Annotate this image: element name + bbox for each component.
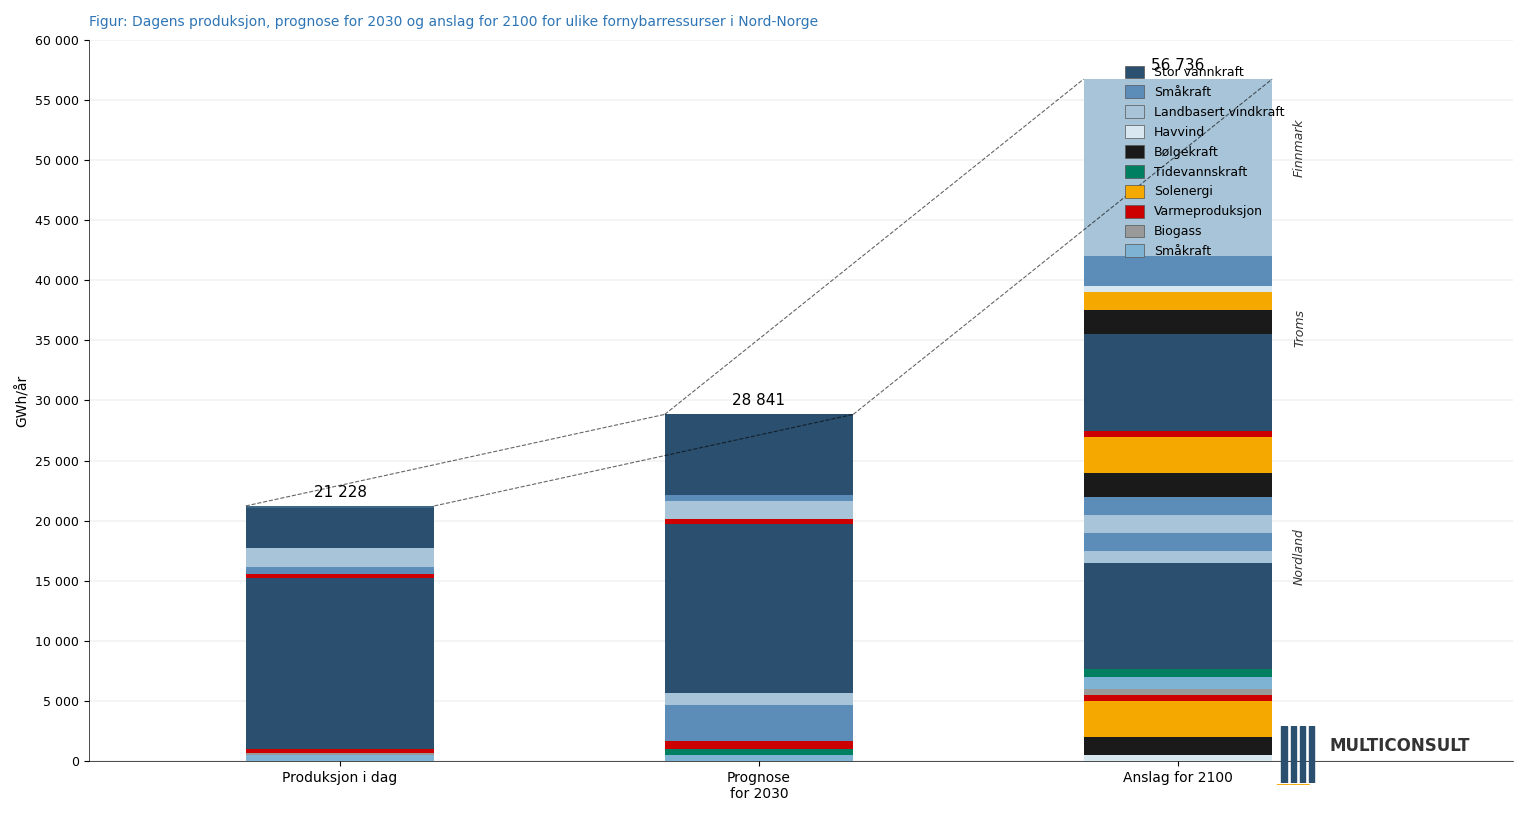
Bar (1083, 310, 1273, 335)
Bar (1083, 677, 1273, 689)
Text: Troms: Troms (1293, 309, 1306, 348)
Bar (246, 755, 434, 761)
Bar (1291, 726, 1296, 783)
Bar (246, 749, 434, 752)
Bar (1083, 515, 1273, 533)
Bar (665, 741, 853, 749)
Bar (1083, 533, 1273, 551)
Bar (1300, 726, 1305, 783)
Bar (246, 548, 434, 567)
Bar (1083, 472, 1273, 497)
Bar (665, 520, 853, 525)
Bar (1083, 437, 1273, 472)
Bar (665, 502, 853, 520)
Bar (246, 752, 434, 755)
Bar (665, 755, 853, 761)
Bar (1083, 256, 1273, 286)
Text: 28 841: 28 841 (732, 393, 785, 408)
Bar (246, 579, 434, 749)
Bar (1083, 737, 1273, 755)
Legend: Stor vannkraft, Småkraft, Landbasert vindkraft, Havvind, Bølgekraft, Tidevannskr: Stor vannkraft, Småkraft, Landbasert vin… (1120, 60, 1290, 263)
Text: 56 736: 56 736 (1151, 58, 1204, 73)
Bar (1083, 286, 1273, 292)
Bar (1083, 689, 1273, 695)
Bar (1083, 79, 1273, 256)
Text: 21 228: 21 228 (313, 485, 367, 500)
Bar (665, 693, 853, 704)
Bar (1083, 668, 1273, 677)
Bar (1083, 695, 1273, 701)
Bar (665, 525, 853, 693)
Bar (1083, 431, 1273, 437)
Bar (1282, 726, 1287, 783)
Text: MULTICONSULT: MULTICONSULT (1329, 737, 1470, 755)
Bar (246, 508, 434, 548)
Bar (1083, 497, 1273, 515)
Bar (665, 704, 853, 741)
Text: Figur: Dagens produksjon, prognose for 2030 og anslag for 2100 for ulike fornyba: Figur: Dagens produksjon, prognose for 2… (89, 15, 817, 29)
Text: ─────: ───── (1276, 779, 1309, 789)
Bar (246, 574, 434, 579)
Bar (1083, 563, 1273, 668)
Bar (665, 495, 853, 502)
Bar (665, 749, 853, 755)
Bar (1083, 551, 1273, 563)
Bar (665, 415, 853, 495)
Bar (246, 567, 434, 574)
Bar (1083, 292, 1273, 310)
Bar (1083, 755, 1273, 761)
Bar (1083, 335, 1273, 431)
Y-axis label: GWh/år: GWh/år (15, 375, 29, 427)
Text: Finnmark: Finnmark (1293, 119, 1306, 177)
Bar (1309, 726, 1314, 783)
Bar (1083, 701, 1273, 737)
Text: Nordland: Nordland (1293, 528, 1306, 585)
Bar (246, 506, 434, 508)
